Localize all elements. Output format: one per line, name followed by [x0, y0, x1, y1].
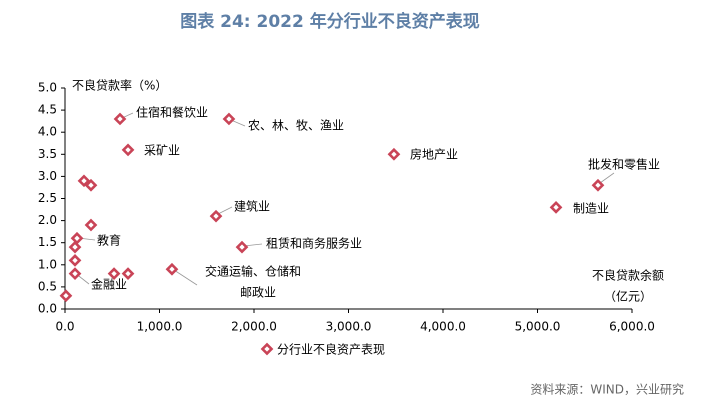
annotation-leader — [217, 206, 233, 215]
point — [68, 240, 82, 254]
legend-label: 分行业不良资产表现 — [277, 342, 385, 357]
point — [84, 218, 98, 232]
point — [77, 174, 91, 188]
y-tick-label: 3.5 — [38, 147, 57, 161]
annotation: 邮政业 — [240, 286, 276, 300]
annotation: 采矿业 — [144, 144, 180, 158]
y-tick-label: 4.5 — [38, 103, 57, 117]
x-axis-label: （亿元） — [604, 289, 652, 304]
point — [387, 147, 401, 161]
point — [70, 231, 84, 245]
point — [68, 254, 82, 267]
x-tick-label: 6,000.0 — [609, 320, 655, 334]
y-tick-label: 1.5 — [38, 235, 57, 249]
point — [235, 240, 249, 254]
legend-marker — [260, 342, 274, 356]
annotation: 金融业 — [91, 277, 127, 292]
y-tick-label: 3.0 — [38, 169, 57, 183]
annotation-leader — [173, 269, 198, 286]
x-tick-label: 1,000.0 — [137, 320, 183, 334]
annotation-leader — [599, 172, 615, 184]
annotation: 建筑业 — [234, 199, 270, 214]
y-tick-label: 0.5 — [38, 279, 57, 293]
point — [107, 267, 121, 281]
point — [222, 112, 236, 126]
annotation: 制造业 — [573, 202, 609, 216]
x-tick-label: 5,000.0 — [515, 320, 561, 334]
point — [591, 178, 605, 192]
annotation: 教育 — [97, 233, 121, 248]
y-axis-label: 不良贷款率（%） — [72, 78, 167, 93]
annotation: 农、林、牧、渔业 — [248, 119, 344, 133]
annotation: 住宿和餐饮业 — [136, 105, 208, 120]
y-tick-label: 0.0 — [38, 302, 57, 316]
point — [59, 289, 73, 303]
annotation: 批发和零售业 — [588, 157, 660, 172]
x-tick-label: 0.0 — [55, 320, 74, 334]
point — [68, 267, 82, 281]
y-tick-label: 2.5 — [38, 191, 57, 205]
y-tick-label: 2.0 — [38, 213, 57, 227]
point — [84, 178, 98, 192]
source-note: 资料来源：WIND，兴业研究 — [530, 382, 684, 397]
point — [165, 262, 179, 276]
y-tick-label: 5.0 — [38, 81, 57, 95]
annotation-leader — [243, 243, 263, 247]
annotation: 租赁和商务服务业 — [266, 236, 362, 251]
x-tick-label: 2,000.0 — [231, 320, 277, 334]
y-tick-label: 1.0 — [38, 257, 57, 271]
annotation: 房地产业 — [410, 147, 458, 162]
chart-title: 图表 24: 2022 年分行业不良资产表现 — [180, 11, 480, 32]
point — [549, 200, 563, 214]
annotation-leader — [230, 119, 246, 127]
x-tick-label: 3,000.0 — [326, 320, 372, 334]
annotation: 交通运输、仓储和 — [205, 264, 301, 279]
point — [121, 267, 135, 281]
x-tick-label: 4,000.0 — [420, 320, 466, 334]
point — [209, 209, 223, 223]
point — [113, 112, 127, 126]
x-axis-label: 不良贷款余额 — [592, 268, 664, 283]
point — [121, 143, 135, 157]
y-tick-label: 4.0 — [38, 125, 57, 139]
